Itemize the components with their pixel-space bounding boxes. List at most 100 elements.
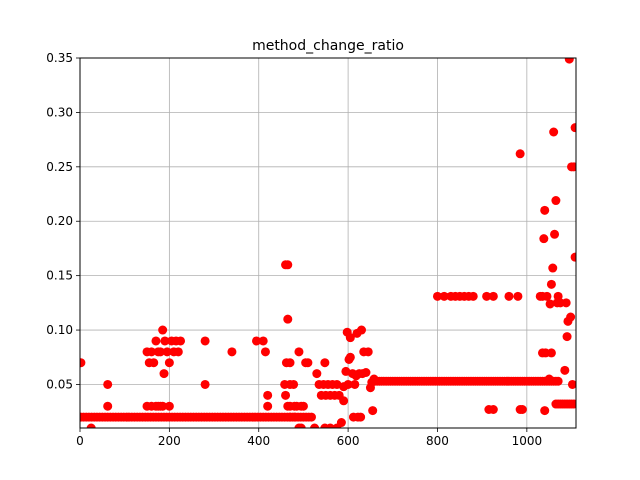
data-point [260,347,270,357]
x-tick-label: 600 [337,434,360,448]
data-point [569,399,576,409]
data-point [542,291,552,301]
data-point [332,423,342,428]
data-point [553,376,563,386]
data-point [252,336,262,346]
data-point [548,263,558,273]
plot-area-frame [79,57,577,429]
data-point [281,390,291,400]
data-point [159,369,169,379]
data-point [176,336,186,346]
data-point [363,347,373,357]
data-point [504,291,514,301]
data-point [263,390,273,400]
data-point [561,298,571,308]
data-point [298,401,308,411]
y-tick-label: 0.30 [46,105,73,119]
data-point [146,347,156,357]
data-point [289,379,299,389]
x-axis-ticks: 0 200 400 600 800 1000 [76,428,542,448]
data-point [488,291,498,301]
data-point [294,347,304,357]
data-point [200,379,210,389]
data-point [343,379,353,389]
data-point [488,405,498,414]
y-tick-label: 0.15 [46,269,73,283]
data-point [103,379,113,389]
data-point [227,347,237,357]
data-point [570,252,576,262]
data-point [551,196,561,206]
data-point [513,291,523,301]
data-point [155,347,165,357]
data-point [517,405,527,414]
data-point [160,336,170,346]
data-point [164,358,174,368]
y-tick-label: 0.05 [46,377,73,391]
y-axis-ticks: 0.05 0.10 0.15 0.20 0.25 0.30 0.35 [46,51,80,391]
data-point [550,229,560,239]
data-point [86,423,96,428]
data-point [564,58,574,64]
data-point [350,379,360,389]
data-point [567,379,576,389]
data-point [325,423,335,428]
x-tick-label: 400 [247,434,270,448]
data-point [164,401,174,411]
data-point [149,358,159,368]
data-point [357,325,367,335]
data-point [432,291,442,301]
data-point [296,423,306,428]
data-point [468,291,478,301]
data-point [310,423,320,428]
data-point [539,234,549,244]
data-point [289,412,299,422]
data-point [263,401,273,411]
data-point [356,412,366,422]
data-point [158,401,168,411]
data-point [549,127,559,137]
data-point [540,406,550,416]
x-tick-label: 200 [158,434,181,448]
data-point [158,325,168,335]
data-point [369,374,379,384]
data-point [345,333,355,343]
data-point [103,401,113,411]
data-point [285,358,295,368]
data-point [546,279,556,289]
data-point [569,162,576,172]
data-point [544,374,554,384]
data-point [345,352,355,362]
data-point [560,365,570,375]
data-point [482,291,492,301]
y-tick-label: 0.35 [46,51,73,65]
data-point [439,291,449,301]
data-point [515,149,525,159]
data-point [80,358,86,368]
data-point [303,358,313,368]
data-point [173,347,183,357]
y-tick-label: 0.20 [46,214,73,228]
x-tick-label: 0 [76,434,84,448]
data-point [200,336,210,346]
data-point [283,260,293,270]
data-point [258,336,268,346]
data-point [320,358,330,368]
data-point [162,347,172,357]
data-point [545,299,555,309]
x-tick-label: 1000 [512,434,543,448]
data-point [283,314,293,324]
data-point [368,406,378,416]
data-point [361,368,371,377]
data-point [566,312,576,322]
data-point [540,205,550,215]
data-point [562,332,572,342]
data-point [546,348,556,358]
chart-title: method_change_ratio [252,38,404,54]
y-tick-label: 0.25 [46,160,73,174]
y-tick-label: 0.10 [46,323,73,337]
data-point [151,336,161,346]
data-point [570,123,576,133]
